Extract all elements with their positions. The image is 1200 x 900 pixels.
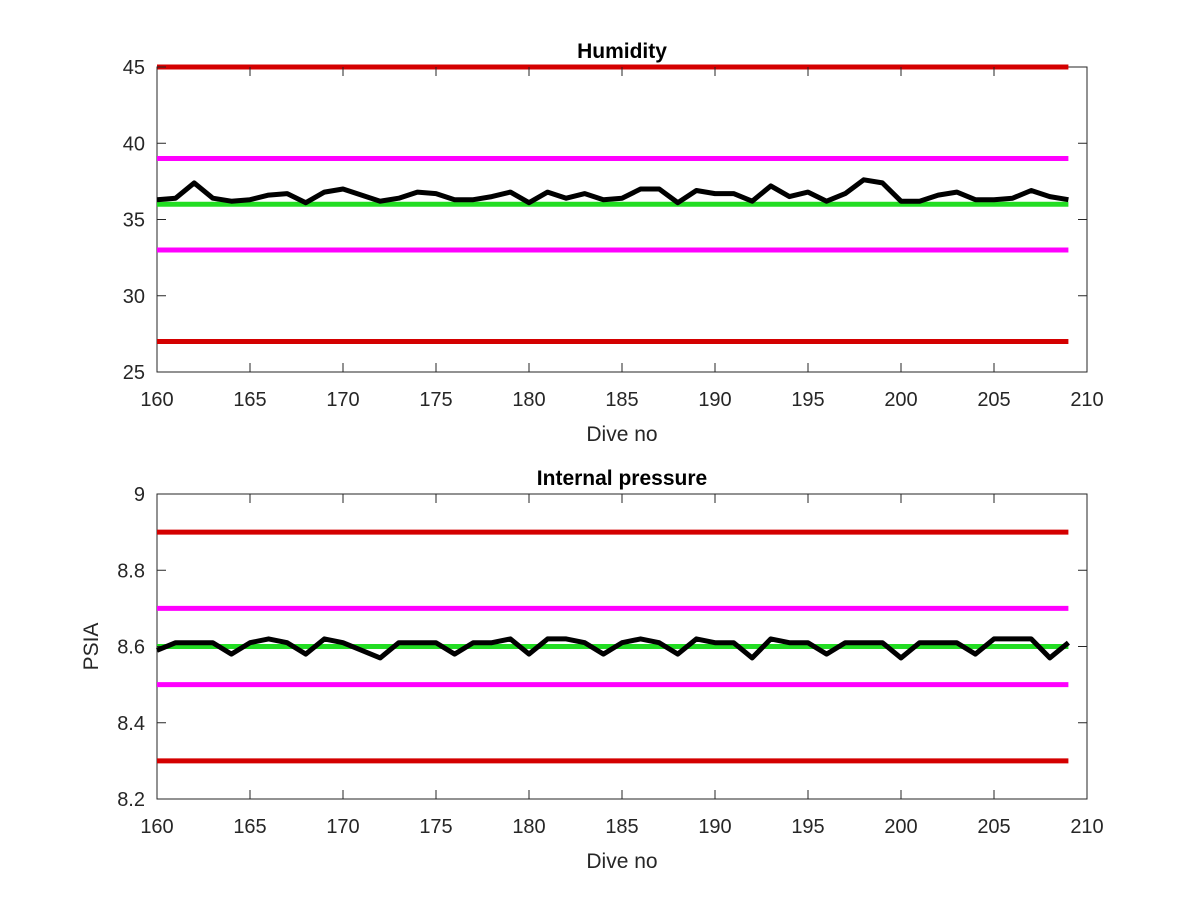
pressure-x-tick-label: 190 [698,816,731,838]
pressure-x-tick-label: 185 [605,816,638,838]
humidity-y-tick-label: 25 [123,362,145,384]
pressure-y-tick-label: 9 [134,484,145,506]
humidity-x-tick-label: 160 [140,389,173,411]
pressure-y-tick-label: 8.6 [117,637,145,659]
humidity-x-tick-label: 205 [977,389,1010,411]
pressure-x-tick-label: 180 [512,816,545,838]
pressure-data-line [156,636,1070,661]
pressure-x-tick-label: 160 [140,816,173,838]
pressure-x-tick-label: 210 [1070,816,1103,838]
pressure-x-tick-label: 170 [326,816,359,838]
humidity-data-line [156,177,1069,206]
humidity-reference-lines [157,64,1069,344]
pressure-x-tick-label: 200 [884,816,917,838]
humidity-x-tick-label: 195 [791,389,824,411]
pressure-x-tick-label: 165 [233,816,266,838]
pressure-x-tick-label: 175 [419,816,452,838]
pressure-ticks: 160 165 170 175 180 185 190 195 200 205 210 8.2 8.4 8… [117,484,1104,838]
humidity-y-tick-label: 30 [123,286,145,308]
humidity-x-tick-label: 185 [605,389,638,411]
humidity-title: Humidity [577,40,667,63]
pressure-y-tick-label: 8.4 [117,713,145,735]
humidity-x-tick-label: 175 [419,389,452,411]
humidity-ticks: 160 165 170 175 180 185 190 195 200 205 210 25 30 35 4… [123,57,1104,411]
humidity-y-tick-label: 45 [123,57,145,79]
pressure-y-tick-label: 8.8 [117,560,145,582]
pressure-x-tick-label: 195 [791,816,824,838]
internal-pressure-panel: 160 165 170 175 180 185 190 195 200 205 210 8.2 8.4 8… [80,467,1104,873]
humidity-x-tick-label: 190 [698,389,731,411]
humidity-y-tick-label: 35 [123,210,145,232]
humidity-axes-box [156,66,1088,373]
humidity-y-tick-label: 40 [123,133,145,155]
pressure-x-axis-label: Dive no [586,850,657,873]
pressure-title: Internal pressure [537,467,707,490]
humidity-x-axis-label: Dive no [586,423,657,446]
humidity-x-tick-label: 200 [884,389,917,411]
humidity-x-tick-label: 210 [1070,389,1103,411]
humidity-x-tick-label: 180 [512,389,545,411]
pressure-y-axis-label: PSIA [80,623,103,671]
pressure-y-tick-label: 8.2 [117,789,145,811]
humidity-panel: 160 165 170 175 180 185 190 195 200 205 210 25 30 35 4… [123,40,1104,446]
humidity-x-tick-label: 165 [233,389,266,411]
pressure-x-tick-label: 205 [977,816,1010,838]
humidity-x-tick-label: 170 [326,389,359,411]
